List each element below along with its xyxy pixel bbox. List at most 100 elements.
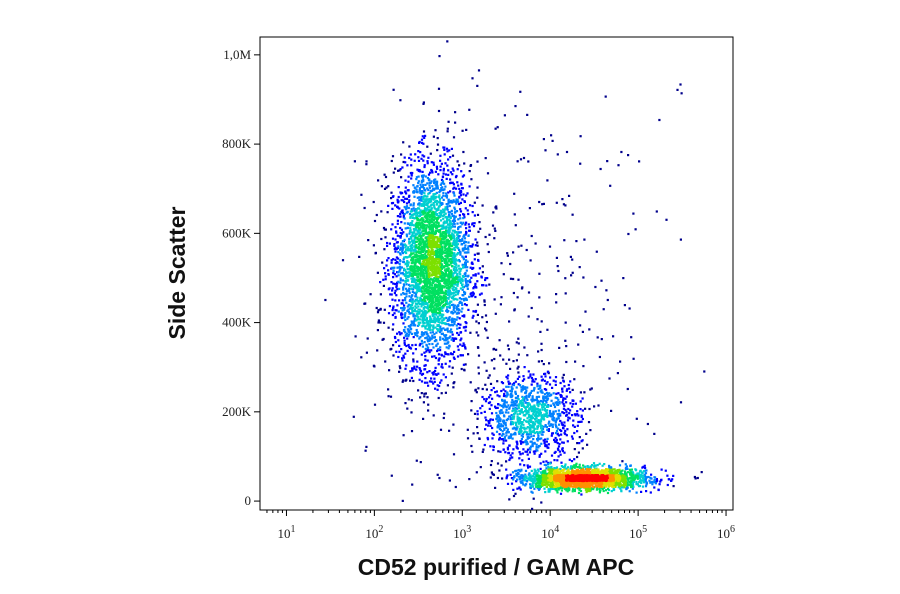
data-point (436, 167, 439, 170)
data-point (542, 202, 545, 205)
data-point (422, 204, 426, 207)
data-point (445, 207, 448, 210)
data-point (407, 201, 410, 204)
data-point (578, 489, 581, 492)
data-point (632, 474, 635, 477)
data-point (454, 210, 457, 214)
data-point (638, 480, 641, 484)
data-point (452, 453, 456, 456)
data-point (398, 207, 401, 210)
data-point (422, 271, 425, 274)
data-point (516, 160, 519, 163)
data-point (427, 188, 430, 192)
data-point (552, 410, 555, 413)
data-point (449, 182, 452, 185)
data-point (446, 256, 449, 259)
data-point (585, 432, 588, 435)
data-point (456, 233, 459, 236)
data-point (500, 464, 503, 467)
data-point (454, 283, 457, 286)
data-point (386, 259, 389, 262)
data-point (405, 364, 408, 367)
data-point (481, 265, 484, 268)
data-point (476, 410, 479, 413)
data-point (425, 279, 428, 282)
data-point (406, 349, 409, 352)
data-point (629, 482, 632, 485)
data-point (395, 248, 398, 251)
data-point (525, 450, 528, 453)
data-point (536, 421, 539, 424)
data-point (540, 404, 543, 407)
data-point (523, 378, 526, 381)
data-point (632, 212, 635, 215)
data-point (474, 244, 477, 247)
data-point (442, 373, 445, 376)
data-point (454, 310, 457, 313)
data-point (426, 304, 429, 307)
data-point (433, 307, 436, 310)
data-point (498, 433, 501, 436)
data-point (396, 332, 399, 335)
data-point (452, 136, 456, 139)
data-point (447, 267, 450, 270)
data-point (439, 338, 442, 341)
data-point (627, 154, 630, 157)
data-point (553, 467, 556, 470)
data-point (463, 290, 466, 294)
data-point (456, 200, 459, 203)
data-point (498, 418, 501, 421)
data-point (470, 178, 473, 181)
data-point (436, 319, 439, 322)
data-point (452, 242, 455, 245)
data-point (448, 149, 451, 152)
data-point (439, 201, 442, 204)
data-point (505, 395, 508, 398)
data-point (401, 211, 404, 215)
data-point (436, 329, 440, 332)
data-point (487, 420, 490, 423)
data-point (426, 162, 429, 165)
data-point (423, 351, 426, 354)
data-point (407, 343, 410, 347)
data-point (539, 477, 542, 480)
data-point (550, 454, 554, 457)
data-point (636, 482, 639, 485)
data-point (436, 293, 439, 296)
data-point (555, 401, 558, 404)
data-point (477, 230, 480, 233)
data-point (573, 488, 576, 491)
data-point (577, 414, 580, 417)
data-point (447, 173, 450, 176)
data-point (424, 189, 427, 192)
data-point (455, 240, 458, 243)
data-point (450, 372, 453, 375)
data-point (577, 343, 580, 346)
data-point (494, 229, 497, 232)
data-point (415, 176, 418, 179)
data-point (517, 353, 520, 356)
data-point (419, 197, 422, 200)
data-point (534, 469, 537, 473)
data-point (511, 452, 514, 455)
data-point (649, 481, 652, 484)
data-point (390, 159, 393, 163)
data-point (405, 205, 409, 208)
data-point (422, 174, 425, 177)
data-point (365, 160, 368, 163)
data-point (433, 311, 436, 314)
data-point (528, 419, 531, 422)
data-point (442, 167, 445, 170)
data-point (460, 301, 463, 304)
data-point (453, 289, 456, 292)
data-point (412, 204, 415, 207)
data-point (499, 450, 502, 453)
data-point (446, 308, 449, 311)
data-point (376, 271, 379, 274)
data-point (424, 355, 427, 358)
data-point (537, 360, 540, 363)
data-point (421, 318, 425, 321)
data-point (414, 270, 417, 273)
data-point (437, 173, 440, 176)
data-point (517, 418, 520, 421)
